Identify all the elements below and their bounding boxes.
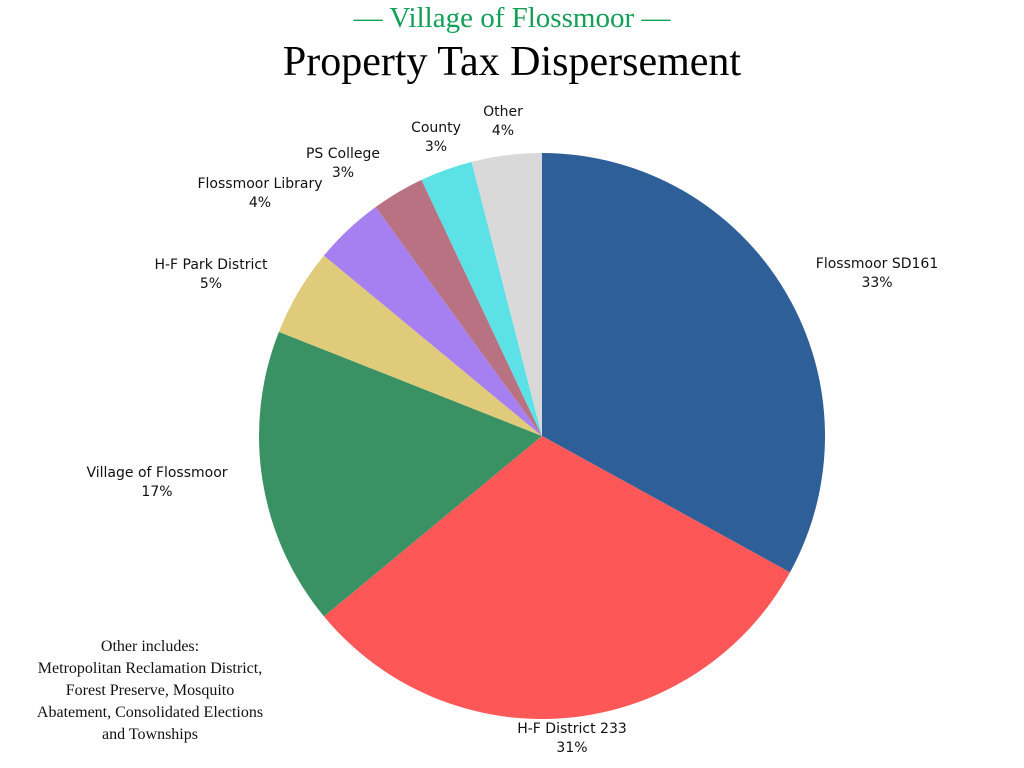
chart-subtitle: — Village of Flossmoor — [353,2,671,34]
pie-slice-h-f-park-district [278,255,542,436]
slice-label: PS College 3% [306,145,380,183]
slice-label-value: 4% [491,123,515,139]
slice-label-value: 17% [141,484,173,500]
slice-label: Flossmoor SD161 33% [816,255,938,293]
note-line: and Townships [102,726,198,743]
slice-label: H-F Park District 5% [154,256,267,294]
note-line: Metropolitan Reclamation District, [37,660,263,677]
slice-label: H-F District 233 31% [517,720,627,758]
pie-slice-village-of-flossmoor [259,331,542,617]
slice-label-value: 33% [861,275,893,291]
slice-label-value: 4% [248,195,272,211]
slice-label-name: H-F District 233 [517,721,627,737]
slice-label-name: Village of Flossmoor [86,465,228,481]
pie-slice-h-f-district-233 [323,436,790,719]
note-line: Abatement, Consolidated Elections [36,704,264,721]
slice-label-value: 3% [424,139,448,155]
note-line: Other includes: [100,638,200,655]
slice-label-name: Flossmoor SD161 [815,256,939,272]
slice-label-value: 5% [199,276,223,292]
pie-slice-ps-college [375,179,542,436]
slice-label: Other 4% [483,103,523,141]
pie-slice-county [421,161,542,436]
pie-slice-other [471,153,542,436]
slice-label-name: Flossmoor Library [197,176,323,192]
note-line: Forest Preserve, Mosquito [65,682,235,699]
slice-label-value: 3% [331,165,355,181]
slice-label-name: PS College [305,146,381,162]
slice-label: County 3% [411,119,461,157]
slice-label: Flossmoor Library 4% [197,175,322,213]
pie-slice-flossmoor-sd161 [542,153,826,573]
other-includes-note: Other includes: Metropolitan Reclamation… [37,636,263,746]
slice-label: Village of Flossmoor 17% [86,464,227,502]
pie-slice-flossmoor-library [323,207,542,436]
slice-label-name: County [411,120,461,136]
chart-title: Property Tax Dispersement [282,39,742,85]
slice-label-name: Other [483,104,523,120]
slice-label-name: H-F Park District [154,257,268,273]
slice-label-value: 31% [556,740,588,756]
